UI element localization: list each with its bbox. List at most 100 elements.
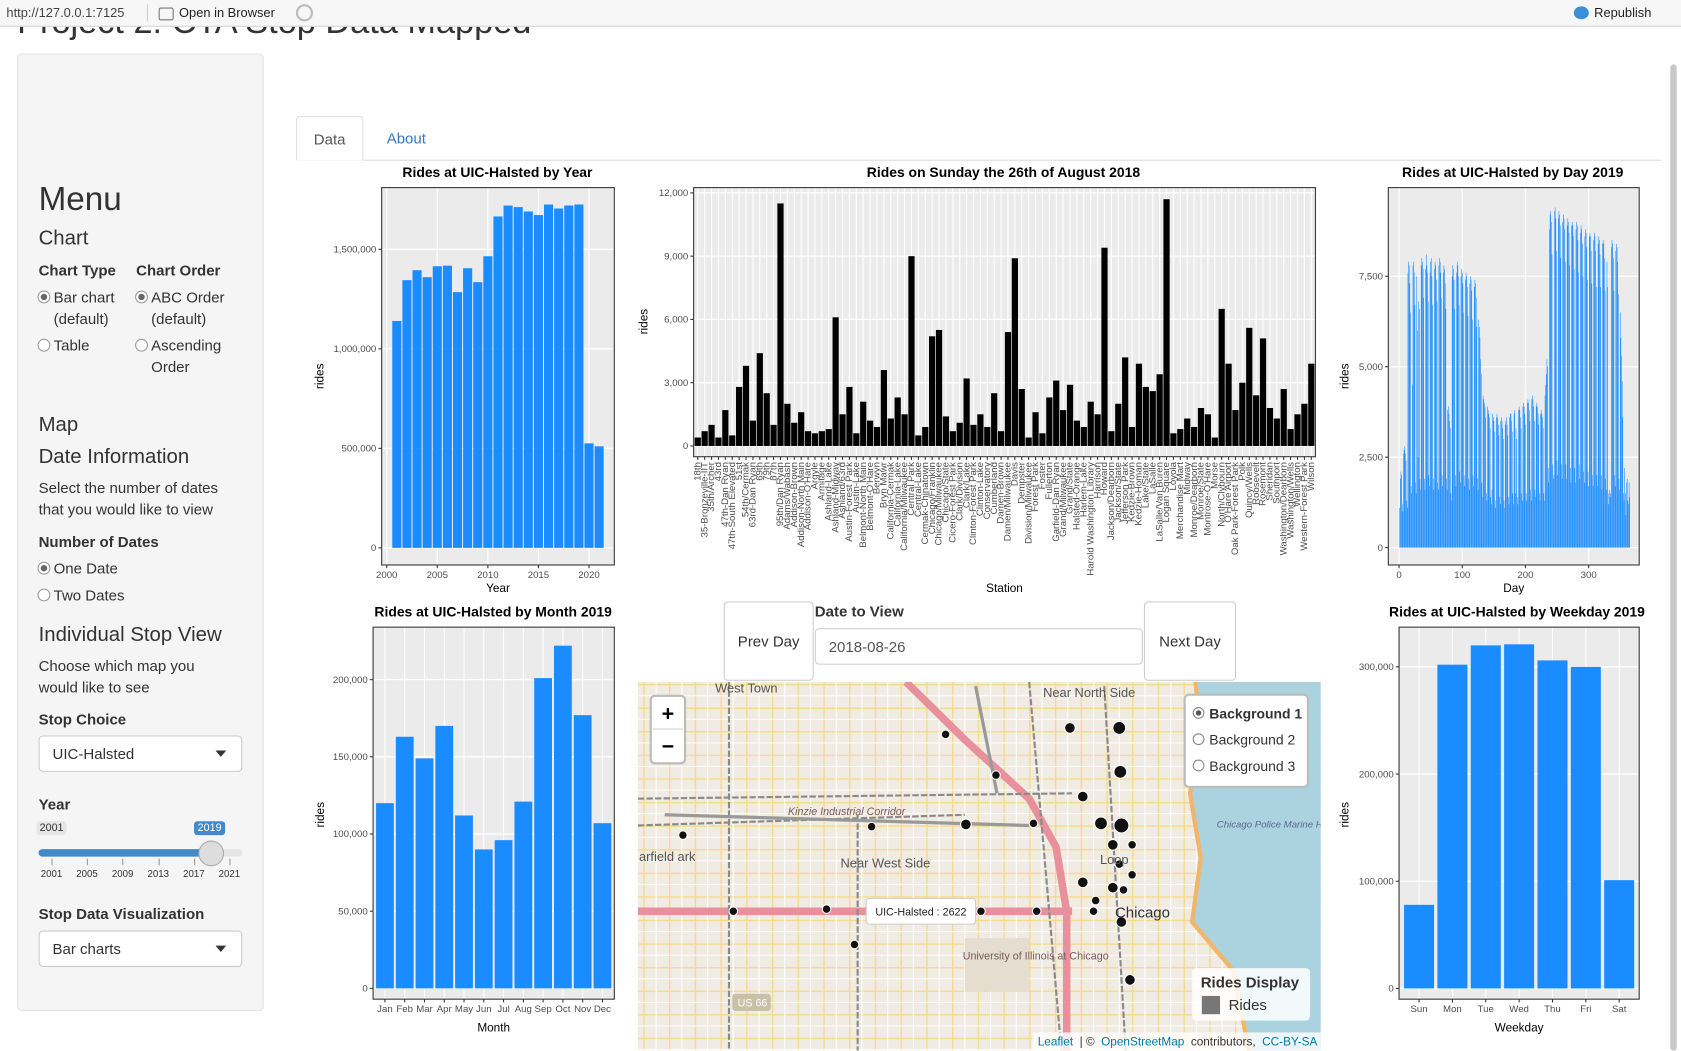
attribution-link[interactable]: CC-BY-SA [1262,1035,1317,1048]
bar [1135,363,1143,446]
radio[interactable] [135,290,148,304]
bar [1448,413,1450,548]
bar [1440,272,1442,548]
bar [1528,410,1530,548]
radio[interactable] [135,338,148,352]
bar [977,414,984,446]
bar [1527,399,1529,548]
chart-title: Rides at UIC-Halsted by Year [402,164,593,180]
bar [1025,437,1032,446]
bar [784,403,791,446]
tab[interactable]: Data [295,115,364,161]
bar [1597,243,1599,548]
bar [1571,221,1573,548]
bar [1537,660,1568,989]
bar [1405,460,1407,548]
attribution-link[interactable]: Leaflet [1038,1035,1074,1048]
y-tick-label: 0 [1388,984,1393,995]
x-tick-label: Mar [416,1004,433,1015]
radio[interactable] [37,561,51,575]
bar [1060,410,1067,446]
stop-markers[interactable] [678,720,1137,986]
bar [1493,420,1495,548]
bar [1551,221,1552,548]
x-tick-label: Jun [476,1004,492,1015]
x-tick-label: Midway [1182,462,1193,495]
bar [1544,500,1545,548]
zoom-out[interactable]: − [662,735,675,759]
x-tick-label: Logan Square [1161,462,1172,522]
x-axis-label: Day [1503,582,1524,595]
radio[interactable] [37,588,51,602]
republish[interactable]: Republish [1594,5,1652,21]
y-axis-label: rides [638,309,651,335]
x-tick-label: 2000 [376,570,397,581]
x-tick-label: 69th [754,462,765,481]
scrollbar[interactable] [1670,64,1677,1051]
radio-label: Table [53,336,90,354]
zoom-in[interactable]: + [662,701,675,725]
next-day-button[interactable]: Next Day [1143,601,1237,681]
attribution-link[interactable]: OpenStreetMap [1101,1035,1185,1048]
year-slider[interactable] [0,0,279,901]
bar [1400,478,1401,548]
bar [1066,384,1074,446]
url: http://127.0.0.1:7125 [6,5,125,21]
bar [1465,272,1467,548]
slider-handle[interactable] [198,840,225,867]
bar [1080,426,1087,446]
bar [1580,225,1582,548]
layer-label[interactable]: Background 1 [1209,705,1302,721]
layer-radio[interactable] [1192,759,1205,772]
y-tick-label: 0 [362,984,367,995]
radio[interactable] [37,338,51,352]
bar [1599,254,1601,548]
x-tick-label: Forest Park [1030,462,1041,512]
x-tick-label: Clinton-Forest Park [968,462,979,545]
bar [1554,207,1556,548]
bar [584,443,594,548]
open-in-browser[interactable]: Open in Browser [179,5,275,21]
bar [1149,391,1156,446]
layer-label[interactable]: Background 2 [1209,732,1295,748]
bar [1605,478,1606,548]
slider-tick [122,858,124,866]
bar [1604,258,1605,548]
bar [1534,489,1536,548]
attribution-text: | © [1080,1035,1095,1048]
bar [1564,229,1565,548]
stop-select[interactable]: UIC-Halsted [38,735,243,772]
bar [1570,482,1572,548]
slider-value-label: 2019 [194,821,225,836]
x-tick-label: O'Hare Airport [1223,462,1234,523]
bar [1504,507,1505,548]
slider-tick [193,858,195,866]
bar [1600,287,1601,548]
y-tick-label: 12,000 [659,188,688,199]
layer-radio[interactable] [1192,733,1205,746]
tab[interactable]: About [386,129,426,147]
bar [1553,475,1555,548]
viz-select[interactable]: Bar charts [38,930,243,968]
refresh-icon[interactable] [295,4,314,22]
bar [1583,482,1585,548]
bar [1629,496,1631,548]
layer-label[interactable]: Background 3 [1209,758,1295,774]
bar [1559,214,1560,548]
x-tick-label: Monroe/Dearborn [1189,462,1200,537]
bar [1458,276,1459,548]
x-tick-label: Clark/Lake [961,462,972,508]
bar [1516,439,1517,548]
date-input[interactable]: 2018-08-26 [814,628,1143,665]
x-tick-label: Washington/Dearborn [1278,462,1289,555]
bar [694,437,701,446]
map[interactable]: West Town Near North Side Kinzie Industr… [637,681,1350,1051]
x-axis-label: Station [986,582,1023,595]
bar [1621,355,1622,548]
x-tick-label: 2010 [477,570,498,581]
radio[interactable] [37,290,51,304]
prev-day-button[interactable]: Prev Day [723,601,814,681]
bar [887,418,894,446]
x-tick-label: 2005 [427,570,448,581]
bar [1184,418,1191,446]
